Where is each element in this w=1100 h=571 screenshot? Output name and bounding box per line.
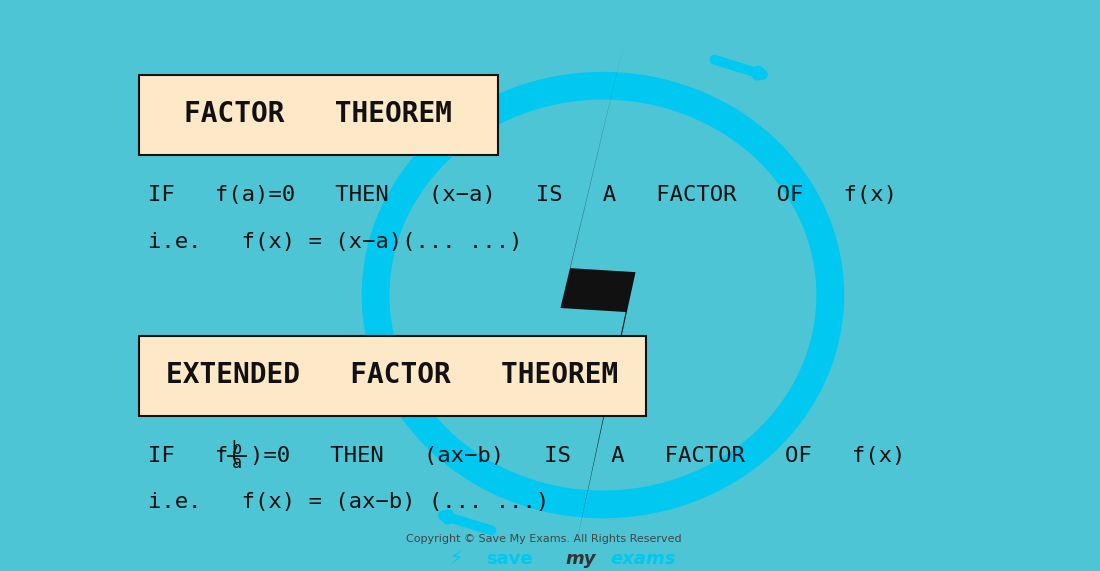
Text: Copyright © Save My Exams. All Rights Reserved: Copyright © Save My Exams. All Rights Re…	[406, 534, 681, 544]
Text: i.e.   f(x) = (ax−b) (... ...): i.e. f(x) = (ax−b) (... ...)	[148, 492, 550, 512]
Text: my: my	[565, 550, 596, 568]
Text: save: save	[486, 550, 532, 568]
Text: exams: exams	[610, 550, 676, 568]
Text: IF   f(: IF f(	[148, 445, 242, 465]
Text: FACTOR   THEOREM: FACTOR THEOREM	[185, 100, 452, 128]
Text: i.e.   f(x) = (x−a)(... ...): i.e. f(x) = (x−a)(... ...)	[148, 232, 522, 252]
Text: ⚡: ⚡	[450, 550, 463, 569]
Text: a: a	[232, 454, 242, 472]
Text: b: b	[232, 440, 242, 457]
FancyBboxPatch shape	[140, 336, 647, 416]
Text: IF   f(a)=0   THEN   (x−a)   IS   A   FACTOR   OF   f(x): IF f(a)=0 THEN (x−a) IS A FACTOR OF f(x)	[148, 186, 898, 206]
Polygon shape	[560, 36, 636, 544]
FancyBboxPatch shape	[140, 75, 498, 155]
Text: EXTENDED   FACTOR   THEOREM: EXTENDED FACTOR THEOREM	[166, 361, 618, 389]
Text: )=0   THEN   (ax−b)   IS   A   FACTOR   OF   f(x): )=0 THEN (ax−b) IS A FACTOR OF f(x)	[250, 445, 905, 465]
